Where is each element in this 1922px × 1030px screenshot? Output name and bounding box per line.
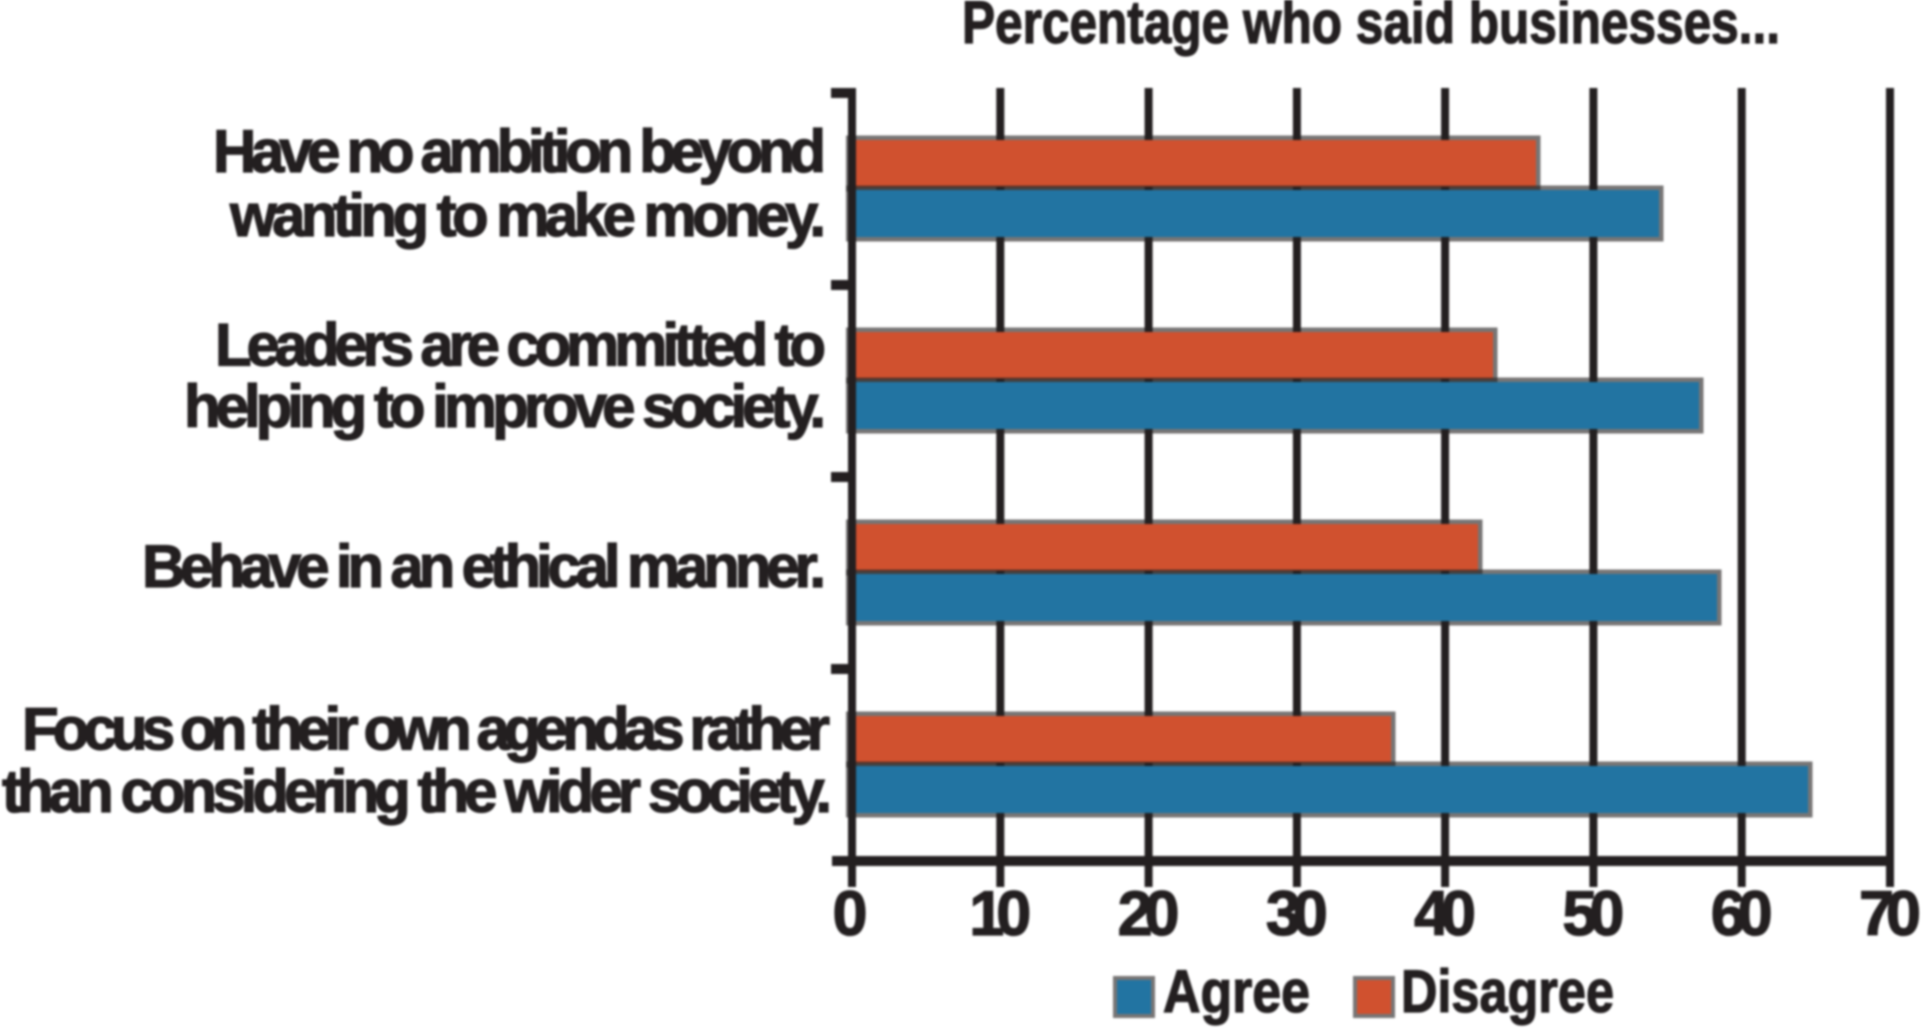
svg-text:Have no ambition beyond: Have no ambition beyond [213,118,826,185]
svg-text:Agree: Agree [1163,958,1310,1025]
svg-text:helping to improve society.: helping to improve society. [184,373,826,440]
svg-text:wanting to make money.: wanting to make money. [229,182,826,249]
svg-text:60: 60 [1711,879,1773,949]
svg-text:Leaders are committed to: Leaders are committed to [215,312,826,379]
svg-text:Percentage who said businesses: Percentage who said businesses... [962,0,1780,56]
svg-text:20: 20 [1118,879,1180,949]
svg-text:10: 10 [969,879,1031,949]
svg-text:Behave in an ethical manner.: Behave in an ethical manner. [142,533,826,600]
svg-text:than considering the wider soc: than considering the wider society. [2,758,832,825]
svg-text:70: 70 [1859,879,1921,949]
svg-text:50: 50 [1562,879,1624,949]
svg-text:Disagree: Disagree [1401,958,1614,1025]
svg-text:40: 40 [1414,879,1476,949]
svg-text:30: 30 [1266,879,1328,949]
svg-text:Focus on their own agendas rat: Focus on their own agendas rather [22,696,830,763]
svg-text:0: 0 [832,879,867,949]
